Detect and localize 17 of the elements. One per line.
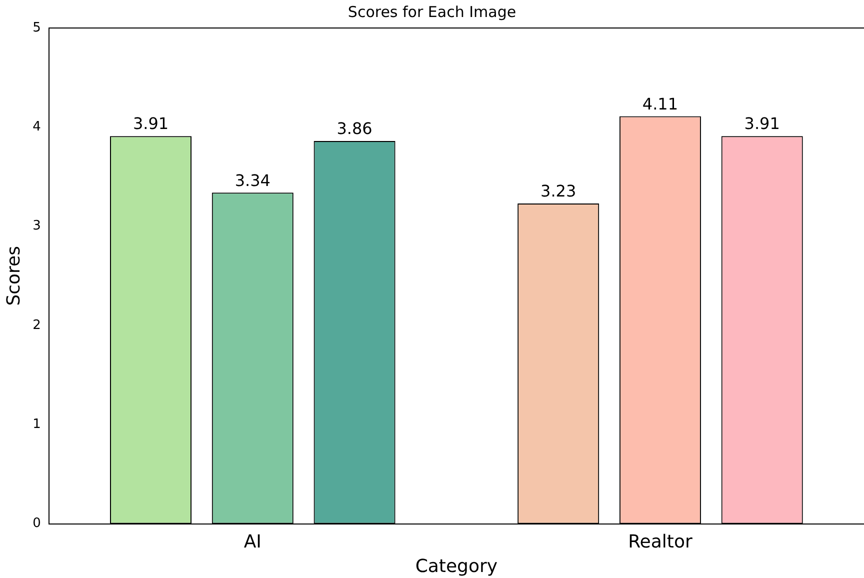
y-tick-label: 4 (32, 120, 41, 135)
chart-title: Scores for Each Image (348, 2, 516, 21)
x-axis-title: Category (415, 556, 498, 577)
data-label: 3.91 (744, 114, 780, 134)
y-tick-label: 2 (32, 318, 41, 333)
y-tick-label: 3 (32, 218, 41, 234)
data-label: 3.23 (540, 182, 576, 201)
data-label: 3.34 (234, 170, 270, 190)
data-label: 4.11 (642, 94, 678, 114)
x-tick-label: Realtor (628, 531, 693, 552)
data-label: 3.91 (132, 114, 169, 134)
x-tick-label: AI (244, 531, 262, 552)
y-tick-label: 0 (32, 516, 41, 532)
y-tick-label: 1 (32, 417, 41, 432)
data-label: 3.86 (336, 119, 372, 138)
y-axis-title: Scores (3, 246, 24, 306)
y-tick-label: 5 (32, 20, 41, 36)
